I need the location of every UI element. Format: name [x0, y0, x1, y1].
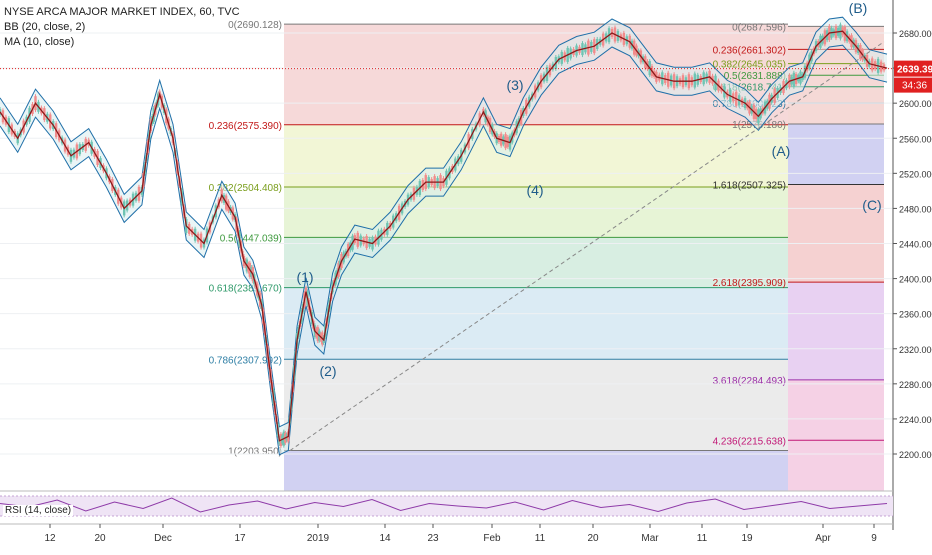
y-tick-label: 2680.000	[899, 29, 932, 39]
y-tick-label: 2240.000	[899, 415, 932, 425]
fib-level-label: 0.382(2504.408)	[209, 183, 282, 194]
x-tick-label: 17	[234, 533, 246, 544]
x-tick-label: Feb	[483, 533, 501, 544]
fib-zone-right	[788, 124, 884, 185]
fib-level-label: 2.618(2395.909)	[713, 278, 786, 289]
wave-label: (2)	[319, 363, 336, 379]
fib-level-label: 0.618(2389.670)	[209, 284, 282, 295]
x-tick-label: 20	[587, 533, 599, 544]
fib-level-label: 0(2690.128)	[228, 20, 282, 31]
countdown-value: 34:36	[902, 81, 927, 92]
countdown-tag	[894, 77, 932, 93]
x-tick-label: 11	[697, 533, 708, 544]
y-tick-label: 2560.000	[899, 134, 932, 144]
wave-label: (3)	[506, 77, 523, 93]
x-tick-label: 14	[379, 533, 391, 544]
rsi-indicator-label[interactable]: RSI (14, close)	[3, 505, 74, 516]
fib-level-label: 0.5(2447.039)	[220, 233, 282, 244]
trend-line	[289, 41, 885, 451]
ma-indicator-label[interactable]: MA (10, close)	[4, 36, 75, 48]
fib-level-label: 3.618(2284.493)	[713, 376, 786, 387]
fib-level-label: 1.618(2507.325)	[713, 180, 786, 191]
bollinger-lower	[0, 44, 888, 456]
fib-level-label: 0.382(2645.035)	[713, 60, 786, 71]
y-tick-label: 2520.000	[899, 169, 932, 179]
y-tick-label: 2200.000	[899, 450, 932, 460]
fib-zone-left	[284, 287, 788, 360]
x-tick-label: 19	[741, 533, 753, 544]
moving-average-line	[0, 30, 888, 442]
bb-indicator-label[interactable]: BB (20, close, 2)	[4, 21, 86, 33]
fib-zone-left	[284, 359, 788, 451]
x-tick-label: 23	[427, 533, 439, 544]
x-tick-label: 9	[871, 533, 877, 544]
y-tick-label: 2400.000	[899, 275, 932, 285]
x-tick-label: 2019	[307, 533, 330, 544]
fib-zone-right	[788, 282, 884, 380]
y-tick-label: 2480.000	[899, 204, 932, 214]
fib-level-label: 0.618(2618.741)	[713, 83, 786, 94]
fib-zone-left	[284, 450, 788, 491]
y-tick-label: 2440.000	[899, 240, 932, 250]
y-tick-label: 2320.000	[899, 345, 932, 355]
rsi-band	[0, 496, 893, 516]
x-tick-label: Apr	[815, 533, 831, 544]
fib-level-label: 0.786(2307.992)	[209, 355, 282, 366]
wave-label: (B)	[849, 0, 868, 16]
fib-level-label: 0.5(2631.888)	[724, 71, 786, 82]
fib-level-label: 1(2203.950)	[228, 447, 282, 458]
x-tick-label: 12	[44, 533, 56, 544]
wave-label: (A)	[772, 143, 791, 159]
current-price-value: 2639.392	[897, 65, 932, 76]
x-tick-label: Dec	[154, 533, 172, 544]
wave-label: (C)	[862, 197, 881, 213]
rsi-line	[0, 497, 888, 513]
y-tick-label: 2280.000	[899, 380, 932, 390]
fib-level-label: 4.236(2215.638)	[713, 436, 786, 447]
current-price-tag	[894, 60, 932, 77]
bollinger-upper	[0, 16, 888, 428]
y-tick-label: 2360.000	[899, 310, 932, 320]
fib-zone-left	[284, 124, 788, 188]
x-tick-label: 20	[94, 533, 106, 544]
x-tick-label: Mar	[641, 533, 659, 544]
fib-level-label: 0.236(2661.302)	[713, 45, 786, 56]
wave-label: (1)	[296, 269, 313, 285]
x-tick-label: 11	[535, 533, 546, 544]
fib-zone-right	[788, 379, 884, 491]
wave-label: (4)	[526, 182, 543, 198]
y-tick-label: 2600.000	[899, 99, 932, 109]
symbol-title: NYSE ARCA MAJOR MARKET INDEX, 60, TVC	[4, 6, 240, 18]
fib-zone-right	[788, 184, 884, 283]
fib-level-label: 0.236(2575.390)	[209, 121, 282, 132]
fib-level-label: 0(2687.596)	[732, 22, 786, 33]
